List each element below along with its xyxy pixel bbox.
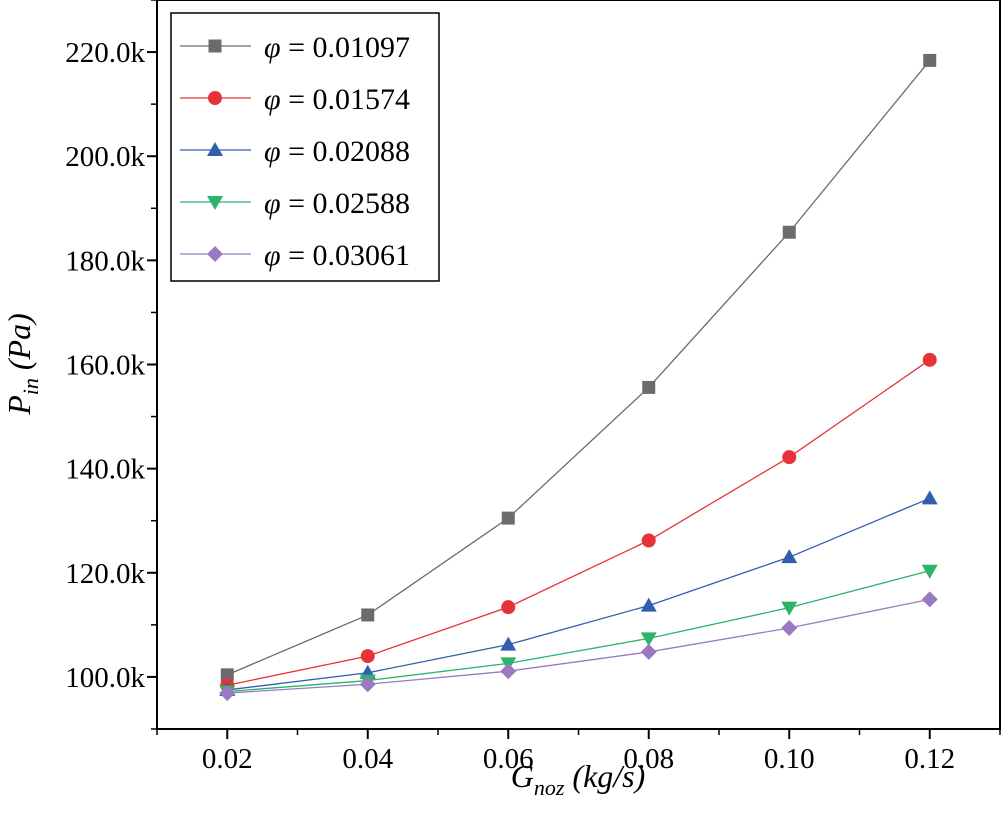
data-point [360,649,375,664]
data-point [921,591,938,608]
legend-symbol: φ [264,135,281,168]
x-tick-label: 0.08 [623,743,674,775]
data-point [642,380,656,394]
x-tick-label: 0.02 [202,743,253,775]
series-line [227,359,931,686]
legend-marker [207,142,223,156]
data-point [922,352,937,367]
legend-value: = 0.02088 [281,135,410,168]
series-line [226,59,931,676]
legend-value: = 0.01574 [281,83,410,116]
y-axis-ticks [147,0,157,730]
data-point [359,676,376,693]
legend-entry-4: φ = 0.02588 [180,187,410,220]
x-axis-title: Gnoz (kg/s) [511,758,646,800]
data-point [501,511,515,525]
series-5 [219,591,938,702]
x-axis-ticks [156,729,1001,739]
legend-marker [207,246,223,262]
x-tick-label: 0.12 [904,743,955,775]
data-point [640,643,657,660]
legend-label: φ = 0.02088 [264,135,410,168]
data-point [921,490,938,505]
legend-entry-5: φ = 0.03061 [180,239,410,272]
legend-symbol: φ [264,31,281,64]
series-2 [220,352,937,693]
data-point [361,608,375,622]
legend-label: φ = 0.01097 [264,31,410,64]
legend-marker [208,39,222,53]
series-line [227,598,930,694]
series-1 [220,53,937,682]
legend-label: φ = 0.03061 [264,239,410,272]
legend-label: φ = 0.01574 [264,83,410,116]
y-axis-title-main: P [1,395,37,416]
legend-marker [207,196,223,210]
legend-symbol: φ [264,83,281,116]
y-tick-label: 180.0k [65,245,145,277]
data-point [923,53,937,67]
legend-label: φ = 0.02588 [264,187,410,220]
data-point [219,685,236,702]
legend-entry-1: φ = 0.01097 [180,31,410,64]
data-point [640,597,657,612]
legend-value: = 0.01097 [281,31,410,64]
x-axis-tick-labels: 0.02 0.04 0.06 0.08 0.10 0.12 [202,743,955,775]
data-point [501,600,516,615]
legend-value: = 0.03061 [281,239,410,272]
data-point [220,668,234,682]
data-point [781,601,798,616]
x-tick-label: 0.10 [764,743,815,775]
data-point [782,450,797,465]
series-line [227,570,930,693]
y-tick-label: 200.0k [65,141,145,173]
legend-symbol: φ [264,187,281,220]
data-point [782,225,796,239]
data-point [921,564,938,579]
legend-entry-3: φ = 0.02088 [180,135,410,168]
y-axis-title-unit: (Pa) [1,313,37,378]
y-tick-label: 120.0k [65,558,145,590]
data-point [500,663,517,680]
y-tick-label: 140.0k [65,454,145,486]
x-tick-label: 0.06 [483,743,534,775]
y-axis-title-sub: in [18,378,43,395]
y-tick-label: 100.0k [65,662,145,694]
y-axis-title: Pin (Pa) [1,313,43,416]
data-point [500,636,517,651]
x-axis-title-sub: noz [534,775,565,800]
series-line [227,497,931,691]
y-tick-label: 220.0k [65,37,145,69]
legend-entry-2: φ = 0.01574 [180,83,410,116]
series-3 [219,490,938,696]
legend-value: = 0.02588 [281,187,410,220]
data-point [781,549,798,564]
x-axis-title-unit: (kg/s) [564,758,645,794]
data-point [641,533,656,548]
legend-symbol: φ [264,239,281,272]
y-axis-tick-labels: 100.0k 120.0k 140.0k 160.0k 180.0k 200.0k 220.… [65,37,145,694]
x-tick-label: 0.04 [342,743,393,775]
data-point [781,619,798,636]
x-axis-title-main: G [511,758,534,794]
data-point [640,632,657,647]
y-tick-label: 160.0k [65,350,145,382]
series-layer [219,53,938,702]
legend-marker [208,91,222,105]
